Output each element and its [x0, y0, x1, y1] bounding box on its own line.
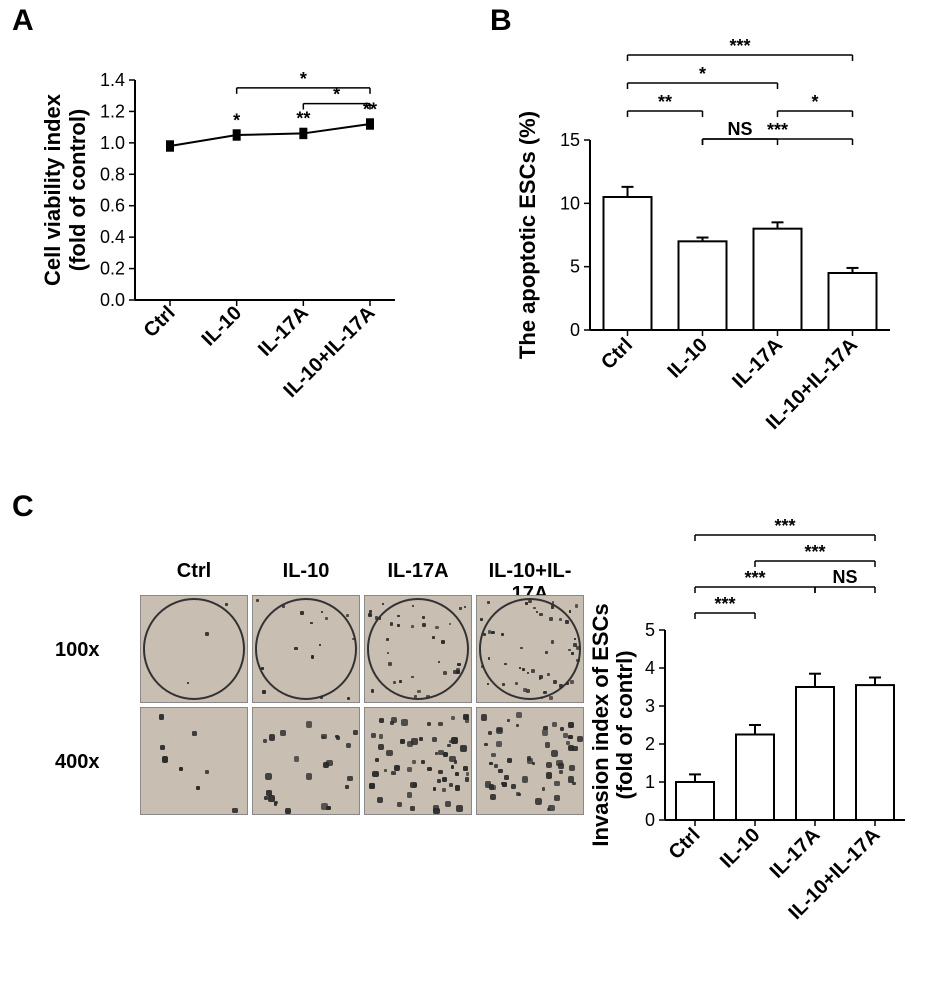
micrograph-r1-c2	[364, 707, 472, 815]
micrograph-r1-c3	[476, 707, 584, 815]
micrograph-r0-c1	[252, 595, 360, 703]
col-header-2: IL-17A	[364, 560, 472, 583]
svg-text:*: *	[699, 64, 706, 84]
svg-text:0: 0	[570, 320, 580, 340]
svg-text:1.0: 1.0	[100, 133, 125, 153]
figure-root: A B C 0.00.20.40.60.81.01.21.4Cell viabi…	[0, 0, 934, 1000]
svg-text:NS: NS	[727, 119, 752, 139]
col-header-0: Ctrl	[140, 560, 248, 583]
svg-text:0.6: 0.6	[100, 196, 125, 216]
svg-text:Ctrl: Ctrl	[665, 824, 705, 864]
svg-text:*: *	[233, 110, 240, 130]
svg-text:NS: NS	[832, 567, 857, 587]
panel-c-chart: 0 1 2 3 4 5 Invasion index of ESCs(fold of con…	[580, 500, 934, 995]
svg-text:2: 2	[645, 734, 655, 754]
svg-text:IL-10: IL-10	[663, 334, 712, 383]
svg-text:*: *	[333, 85, 340, 105]
svg-text:5: 5	[570, 257, 580, 277]
svg-text:***: ***	[744, 568, 765, 588]
svg-text:***: ***	[774, 516, 795, 536]
panel-a-ylabel1: Cell viability index	[40, 93, 65, 286]
svg-text:3: 3	[645, 696, 655, 716]
micrograph-r0-c3	[476, 595, 584, 703]
svg-text:Invasion index of ESCs: Invasion index of ESCs	[588, 603, 613, 846]
svg-text:1: 1	[645, 772, 655, 792]
svg-text:**: **	[658, 92, 672, 112]
svg-text:0.8: 0.8	[100, 164, 125, 184]
svg-text:15: 15	[560, 130, 580, 150]
micrograph-r0-c0	[140, 595, 248, 703]
svg-text:Ctrl: Ctrl	[140, 302, 180, 342]
svg-text:10: 10	[560, 193, 580, 213]
svg-text:IL-10: IL-10	[716, 824, 765, 873]
micrograph-r0-c2	[364, 595, 472, 703]
svg-text:4: 4	[645, 658, 655, 678]
svg-text:5: 5	[645, 620, 655, 640]
panel-c-label: C	[12, 490, 34, 524]
panel-a-ylabel2: (fold of control)	[65, 109, 90, 272]
svg-text:***: ***	[714, 594, 735, 614]
micrograph-r1-c0	[140, 707, 248, 815]
svg-text:IL-17A: IL-17A	[766, 824, 825, 883]
svg-text:0.2: 0.2	[100, 259, 125, 279]
svg-text:(fold of contrl): (fold of contrl)	[612, 650, 637, 799]
svg-text:0: 0	[645, 810, 655, 830]
svg-text:1.4: 1.4	[100, 70, 125, 90]
svg-text:IL-17A: IL-17A	[254, 302, 313, 361]
row-header-0: 100x	[55, 639, 100, 662]
svg-text:IL-10: IL-10	[198, 302, 247, 351]
svg-text:Ctrl: Ctrl	[597, 334, 637, 374]
micrograph-r1-c1	[252, 707, 360, 815]
svg-text:***: ***	[729, 36, 750, 56]
svg-text:*: *	[811, 92, 818, 112]
svg-text:0.4: 0.4	[100, 227, 125, 247]
svg-text:The apoptotic ESCs (%): The apoptotic ESCs (%)	[515, 111, 540, 359]
svg-text:IL-17A: IL-17A	[728, 334, 787, 393]
panel-a-chart: 0.0 0.2 0.4 0.6 0.8 1.0 1.2 1.4 Cell viability i…	[20, 30, 480, 490]
svg-text:0.0: 0.0	[100, 290, 125, 310]
col-header-1: IL-10	[252, 560, 360, 583]
panel-b-chart: 0 5 10 15 The apoptotic ESCs (%) Ctrl IL-10 IL-…	[500, 10, 934, 490]
svg-text:***: ***	[767, 120, 788, 140]
svg-text:**: **	[296, 109, 310, 129]
svg-text:***: ***	[804, 542, 825, 562]
row-header-1: 400x	[55, 751, 100, 774]
svg-text:*: *	[300, 69, 307, 89]
svg-text:1.2: 1.2	[100, 101, 125, 121]
